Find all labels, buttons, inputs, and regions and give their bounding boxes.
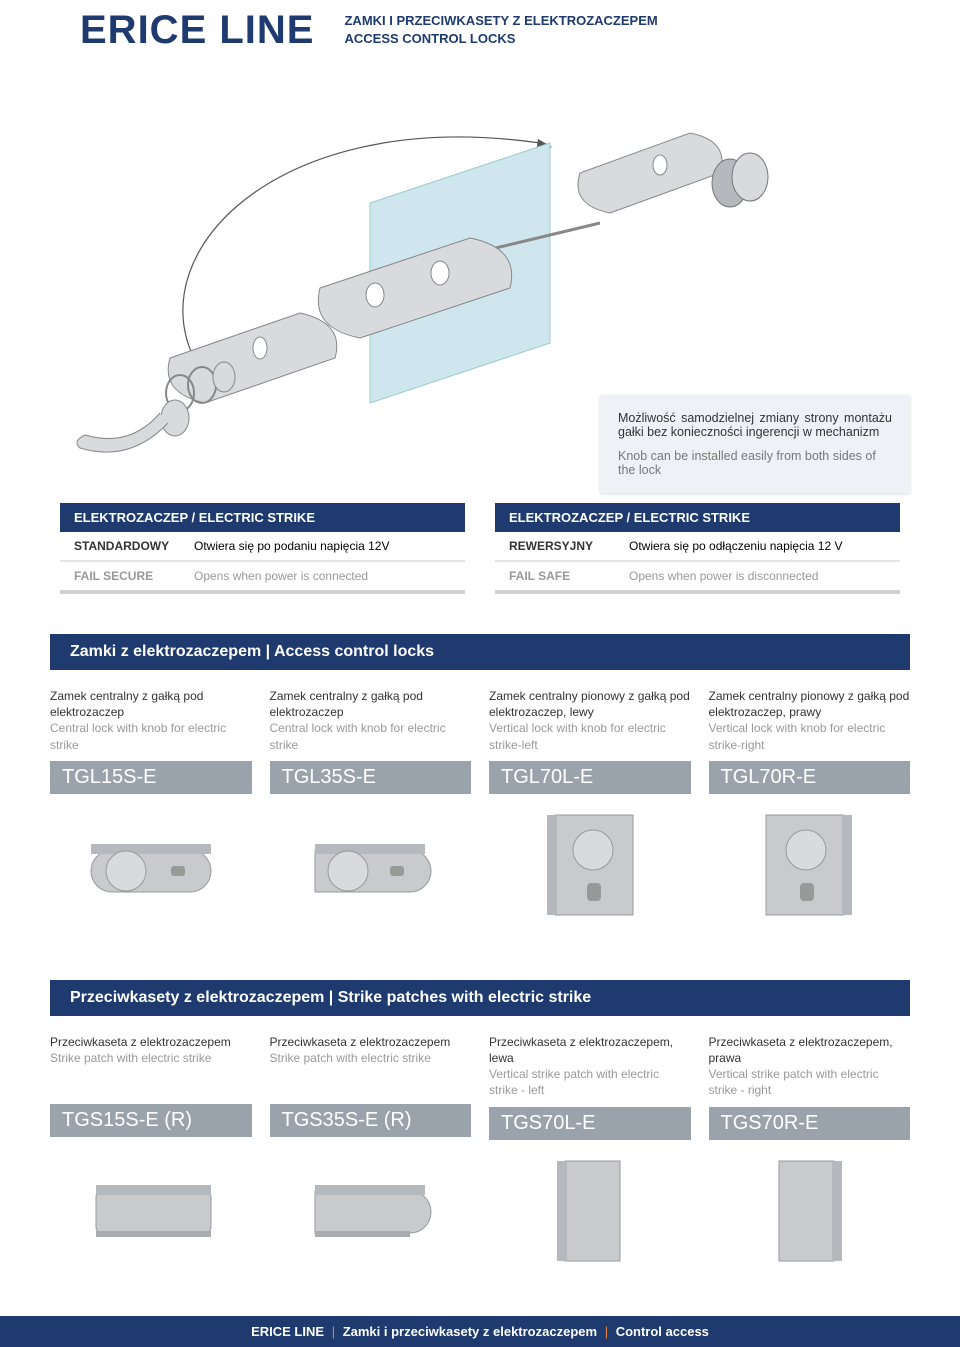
section-strikes-header: Przeciwkasety z elektrozaczepem | Strike…	[50, 980, 910, 1016]
product-card: Zamek centralny z gałką pod elektrozacze…	[50, 688, 252, 930]
desc-pl: Zamek centralny z gałką pod elektrozacze…	[50, 689, 203, 719]
separator-icon: |	[601, 1324, 612, 1339]
desc-pl: Zamek centralny pionowy z gałką pod elek…	[489, 689, 690, 719]
table-row: REWERSYJNY Otwiera się po odłączeniu nap…	[495, 532, 900, 562]
product-desc: Przeciwkaseta z elektrozaczepem, prawa V…	[709, 1034, 911, 1099]
page: ERICE LINE ZAMKI I PRZECIWKASETY Z ELEKT…	[0, 0, 960, 1347]
product-code: TGS70L-E	[489, 1107, 691, 1140]
product-desc: Zamek centralny z gałką pod elektrozacze…	[50, 688, 252, 753]
product-desc: Zamek centralny pionowy z gałką pod elek…	[709, 688, 911, 753]
product-code: TGS70R-E	[709, 1107, 911, 1140]
desc-pl: Zamek centralny pionowy z gałką pod elek…	[709, 689, 910, 719]
desc-en: Strike patch with electric strike	[50, 1051, 211, 1065]
desc-en: Central lock with knob for electric stri…	[270, 721, 446, 751]
product-image	[489, 800, 691, 930]
strikes-grid: Przeciwkaseta z elektrozaczepem Strike p…	[0, 1016, 960, 1286]
desc-en: Vertical strike patch with electric stri…	[489, 1067, 659, 1097]
desc-pl: Zamek centralny z gałką pod elektrozacze…	[270, 689, 423, 719]
table-row: FAIL SECURE Opens when power is connecte…	[60, 562, 465, 594]
desc-pl: Przeciwkaseta z elektrozaczepem, prawa	[709, 1035, 893, 1065]
product-desc: Zamek centralny pionowy z gałką pod elek…	[489, 688, 691, 753]
footer-right: Control access	[616, 1324, 709, 1339]
desc-pl: Przeciwkaseta z elektrozaczepem	[50, 1035, 231, 1049]
row-text: Otwiera się po podaniu napięcia 12V	[194, 539, 389, 553]
product-card: Przeciwkaseta z elektrozaczepem Strike p…	[270, 1034, 472, 1276]
row-text: Opens when power is disconnected	[629, 569, 818, 583]
product-image	[709, 1146, 911, 1276]
product-card: Przeciwkaseta z elektrozaczepem, lewa Ve…	[489, 1034, 691, 1276]
product-code: TGS15S-E (R)	[50, 1104, 252, 1137]
product-code: TGL35S-E	[270, 761, 472, 794]
info-text-pl: Możliwość samodzielnej zmiany strony mon…	[618, 411, 892, 439]
product-desc: Zamek centralny z gałką pod elektrozacze…	[270, 688, 472, 753]
product-card: Przeciwkaseta z elektrozaczepem, prawa V…	[709, 1034, 911, 1276]
table-row: STANDARDOWY Otwiera się po podaniu napię…	[60, 532, 465, 562]
locks-grid: Zamek centralny z gałką pod elektrozacze…	[0, 670, 960, 940]
footer-mid: Zamki i przeciwkasety z elektrozaczepem	[343, 1324, 597, 1339]
product-image	[50, 800, 252, 930]
product-card: Zamek centralny z gałką pod elektrozacze…	[270, 688, 472, 930]
row-label: FAIL SAFE	[509, 569, 629, 583]
product-code: TGS35S-E (R)	[270, 1104, 472, 1137]
section-locks-header: Zamki z elektrozaczepem | Access control…	[50, 634, 910, 670]
product-card: Zamek centralny pionowy z gałką pod elek…	[709, 688, 911, 930]
product-desc: Przeciwkaseta z elektrozaczepem Strike p…	[50, 1034, 252, 1096]
table-row: FAIL SAFE Opens when power is disconnect…	[495, 562, 900, 594]
product-image	[50, 1143, 252, 1273]
table-header: ELEKTROZACZEP / ELECTRIC STRIKE	[495, 503, 900, 532]
desc-pl: Przeciwkaseta z elektrozaczepem, lewa	[489, 1035, 673, 1065]
info-callout: Możliwość samodzielnej zmiany strony mon…	[600, 395, 910, 493]
product-image	[709, 800, 911, 930]
row-label: STANDARDOWY	[74, 539, 194, 553]
row-label: FAIL SECURE	[74, 569, 194, 583]
spec-tables: ELEKTROZACZEP / ELECTRIC STRIKE STANDARD…	[0, 503, 960, 594]
desc-en: Vertical lock with knob for electric str…	[489, 721, 666, 751]
row-label: REWERSYJNY	[509, 539, 629, 553]
table-header: ELEKTROZACZEP / ELECTRIC STRIKE	[60, 503, 465, 532]
desc-en: Vertical strike patch with electric stri…	[709, 1067, 879, 1097]
product-card: Przeciwkaseta z elektrozaczepem Strike p…	[50, 1034, 252, 1276]
subtitle-pl: ZAMKI I PRZECIWKASETY Z ELEKTROZACZEPEM	[344, 13, 657, 28]
subtitle-en: ACCESS CONTROL LOCKS	[344, 31, 515, 46]
footer-brand: ERICE LINE	[251, 1324, 324, 1339]
info-text-en: Knob can be installed easily from both s…	[618, 449, 892, 477]
row-text: Opens when power is connected	[194, 569, 368, 583]
separator-icon: |	[328, 1324, 339, 1339]
desc-en: Central lock with knob for electric stri…	[50, 721, 226, 751]
product-image	[270, 800, 472, 930]
product-card: Zamek centralny pionowy z gałką pod elek…	[489, 688, 691, 930]
product-code: TGL70L-E	[489, 761, 691, 794]
brand-title: ERICE LINE	[80, 8, 314, 53]
product-image	[489, 1146, 691, 1276]
table-fail-secure: ELEKTROZACZEP / ELECTRIC STRIKE STANDARD…	[60, 503, 465, 594]
desc-en: Strike patch with electric strike	[270, 1051, 431, 1065]
page-footer: ERICE LINE | Zamki i przeciwkasety z ele…	[0, 1316, 960, 1347]
product-desc: Przeciwkaseta z elektrozaczepem Strike p…	[270, 1034, 472, 1096]
row-text: Otwiera się po odłączeniu napięcia 12 V	[629, 539, 842, 553]
hero-diagram: Możliwość samodzielnej zmiany strony mon…	[60, 73, 900, 473]
page-header: ERICE LINE ZAMKI I PRZECIWKASETY Z ELEKT…	[0, 0, 960, 53]
page-subtitle: ZAMKI I PRZECIWKASETY Z ELEKTROZACZEPEM …	[344, 12, 657, 47]
product-code: TGL70R-E	[709, 761, 911, 794]
desc-pl: Przeciwkaseta z elektrozaczepem	[270, 1035, 451, 1049]
product-desc: Przeciwkaseta z elektrozaczepem, lewa Ve…	[489, 1034, 691, 1099]
table-fail-safe: ELEKTROZACZEP / ELECTRIC STRIKE REWERSYJ…	[495, 503, 900, 594]
product-image	[270, 1143, 472, 1273]
product-code: TGL15S-E	[50, 761, 252, 794]
desc-en: Vertical lock with knob for electric str…	[709, 721, 886, 751]
